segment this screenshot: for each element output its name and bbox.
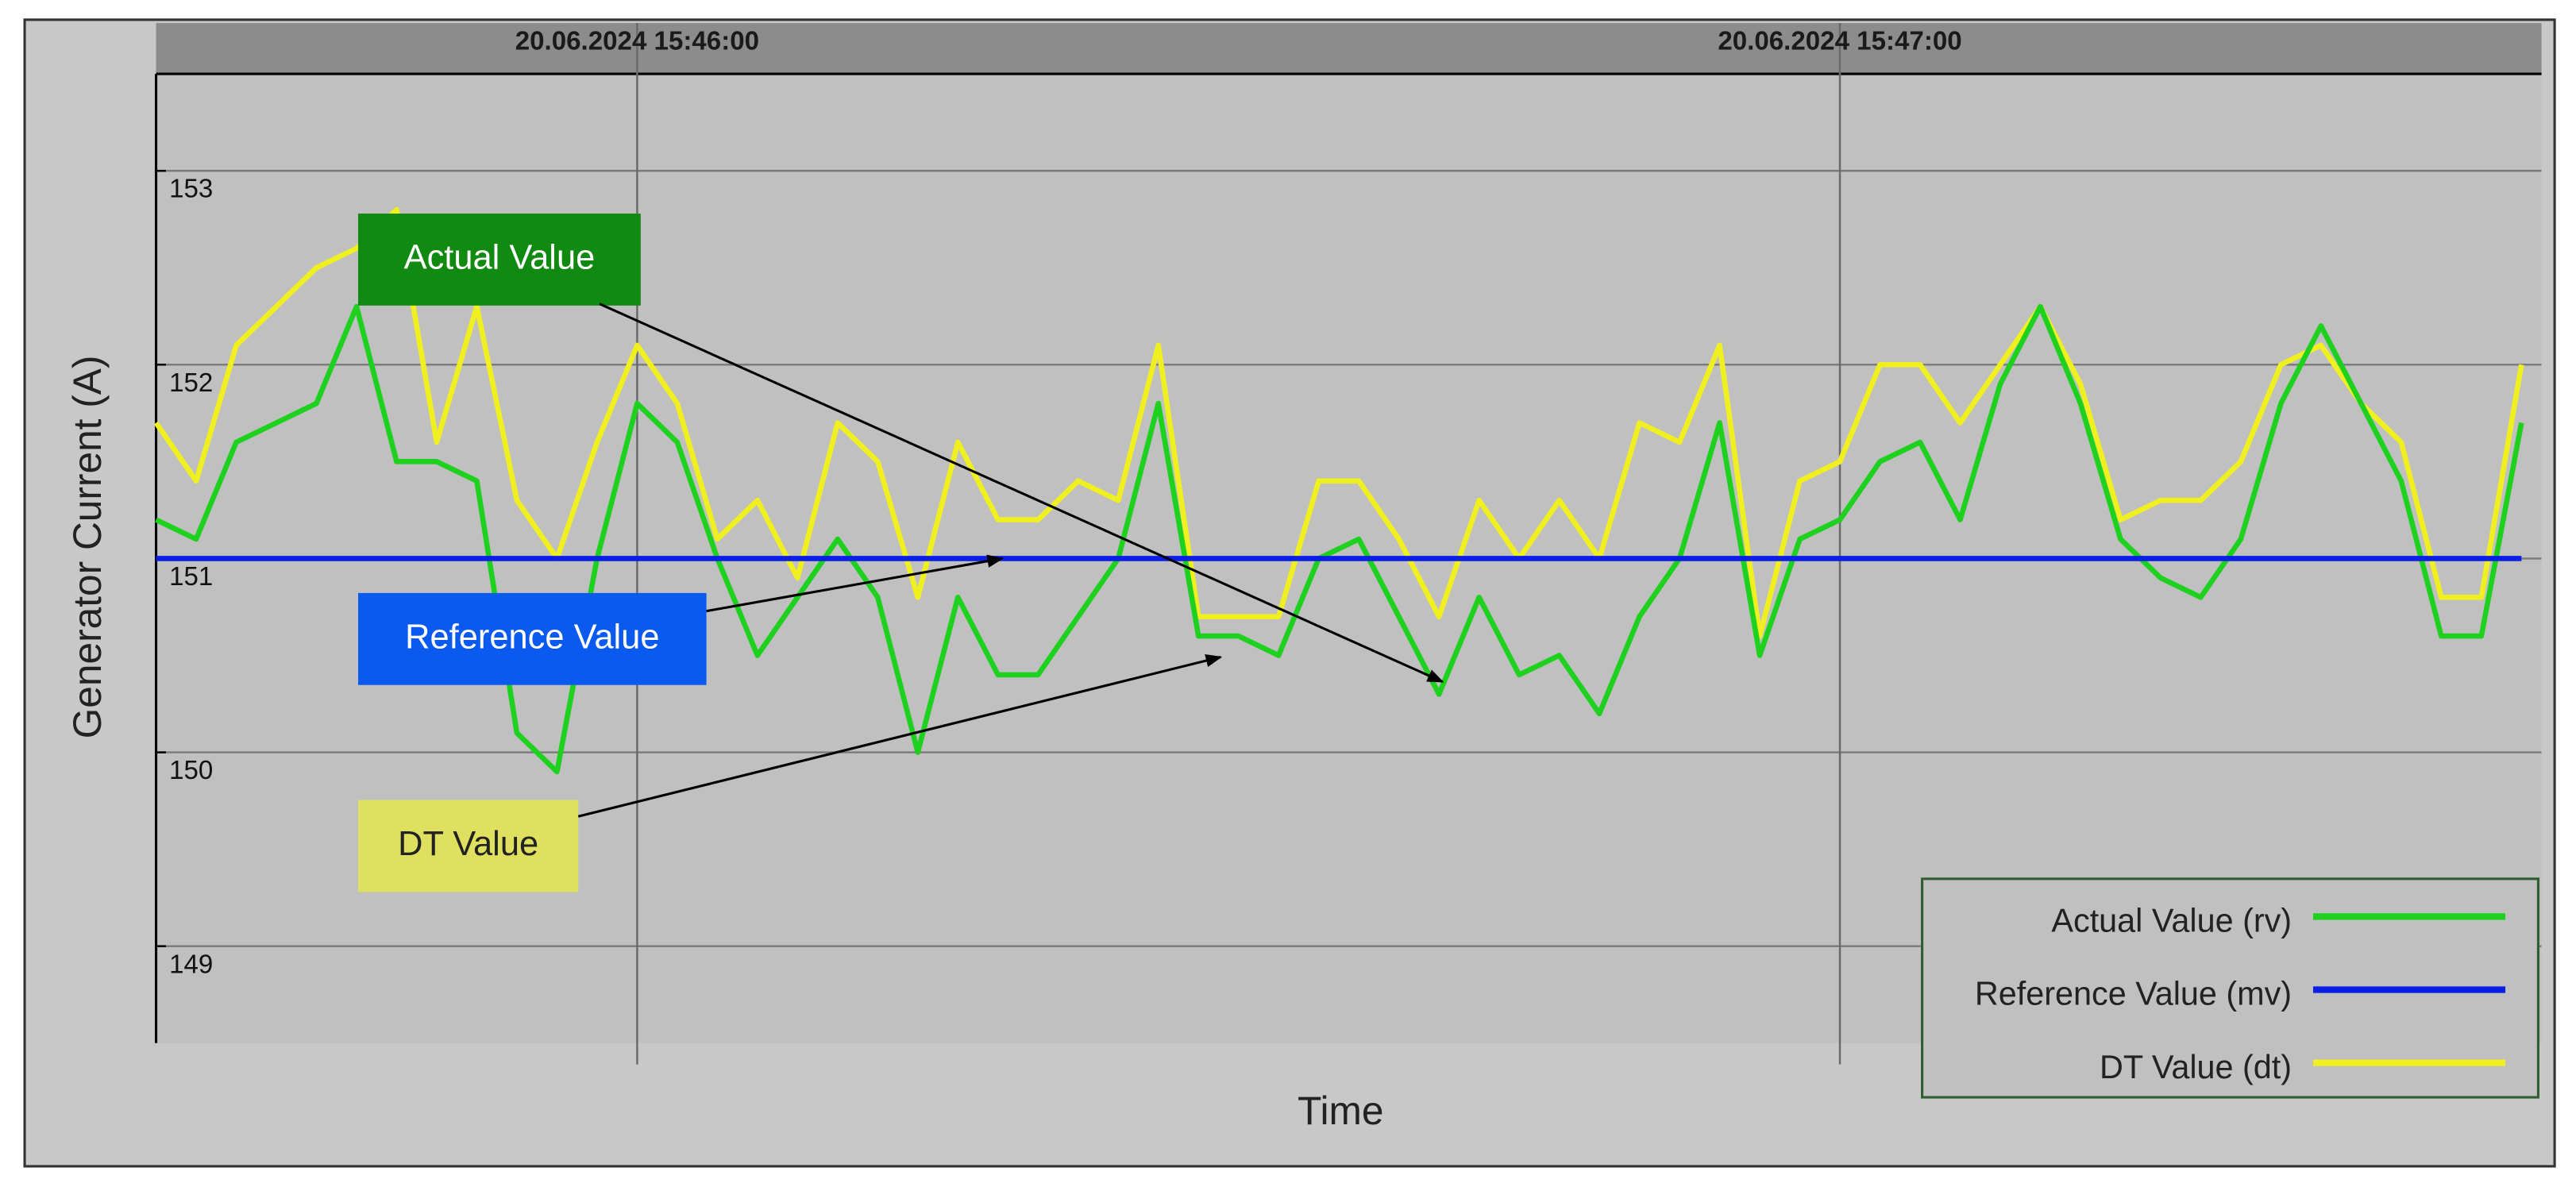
x-tick-label: 20.06.2024 15:47:00 [1718, 27, 1961, 56]
y-tick-label: 149 [169, 950, 213, 979]
annotation-text: Reference Value [405, 618, 659, 656]
y-tick-label: 151 [169, 562, 213, 592]
x-axis-label: Time [1298, 1089, 1383, 1133]
annotation-box [358, 592, 707, 685]
annotation-text: Actual Value [404, 238, 596, 276]
y-tick-label: 152 [169, 368, 213, 398]
x-tick-label: 20.06.2024 15:46:00 [515, 27, 759, 56]
annotation-arrow [599, 303, 1444, 684]
annotation-box [358, 213, 641, 306]
series-line [155, 303, 2524, 775]
series [153, 206, 2524, 775]
annotation-box [358, 800, 579, 892]
y-tick-label: 150 [169, 756, 213, 785]
legend-label: DT Value (dt) [2100, 1049, 2292, 1085]
annotations: Actual Value Reference Value DT Value [358, 213, 1444, 892]
series-line [153, 206, 2524, 639]
annotation-arrow [706, 554, 1005, 613]
legend: Actual Value (rv) Reference Value (mv) DT … [1921, 877, 2539, 1099]
legend-label: Reference Value (mv) [1975, 976, 2292, 1012]
annotation-arrow [577, 654, 1223, 818]
y-axis-label: Generator Current (A) [65, 356, 110, 739]
legend-label: Actual Value (rv) [2051, 903, 2292, 939]
y-tick-label: 153 [169, 175, 213, 204]
annotation-text: DT Value [398, 825, 538, 863]
time-bar [156, 22, 2542, 75]
